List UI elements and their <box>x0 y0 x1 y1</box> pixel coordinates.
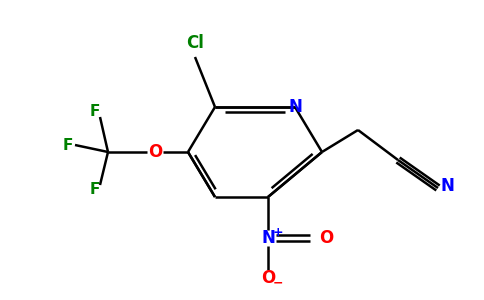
Text: N: N <box>440 177 454 195</box>
Text: N: N <box>261 229 275 247</box>
Text: F: F <box>90 182 100 197</box>
Text: Cl: Cl <box>186 34 204 52</box>
Text: −: − <box>273 277 283 290</box>
Text: N: N <box>288 98 302 116</box>
Text: O: O <box>261 269 275 287</box>
Text: O: O <box>319 229 333 247</box>
Text: F: F <box>90 104 100 119</box>
Text: +: + <box>272 226 283 239</box>
Text: O: O <box>148 143 162 161</box>
Text: F: F <box>63 137 73 152</box>
